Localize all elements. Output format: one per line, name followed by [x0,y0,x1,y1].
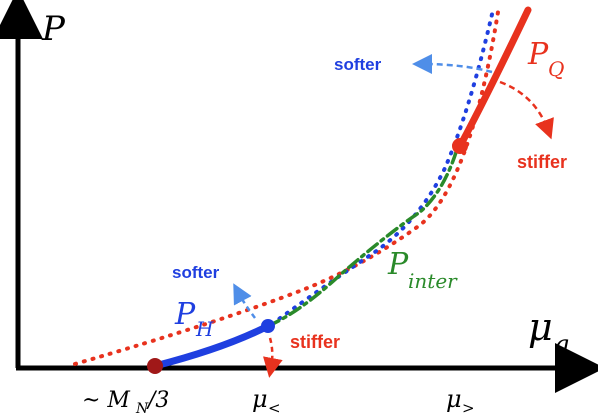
hadronic-label-sub: H [195,317,214,341]
mu-less-sub: < [268,399,281,417]
softer-bottom-label: softer [172,263,220,282]
mu-less-main: μ [252,385,268,413]
mu-greater-sub: > [462,399,475,417]
quark-label-main: P [527,37,549,72]
nucleon-suffix: /3 [146,388,169,413]
x-axis-label-main: μ [528,305,553,349]
softer-bottom-arrow [233,283,256,319]
x-axis-label-sub: q [554,330,569,358]
quark-curve [456,6,532,150]
interpolated-curve [266,144,460,328]
softer-top-arrow [412,54,493,75]
quark-dotted-extension [270,8,495,326]
mu-greater-tick-label: μ > [446,385,475,417]
inter-label-sub: inter [408,269,458,293]
inter-label-main: P [387,247,409,282]
mu-less-point [261,319,275,333]
y-axis-label: P [41,9,66,49]
stiffer-bottom-arrow [263,337,283,378]
stiffer-bottom-label: stiffer [290,332,340,352]
stiffer-top-label: stiffer [517,152,567,172]
mu-greater-main: μ [446,385,462,413]
nucleon-sub: N [135,401,149,417]
nucleon-point [147,358,163,374]
quark-curve-label: P Q [527,37,564,81]
mu-greater-point [452,138,468,154]
hadronic-label-main: P [174,297,196,332]
softer-top-label: softer [334,55,382,74]
interpolated-curve-label: P inter [387,247,458,293]
quark-label-sub: Q [548,57,564,81]
nucleon-tick-label: ~ M N /3 [82,388,169,417]
x-axis-label: μ q [528,305,569,358]
mu-less-tick-label: μ < [252,385,281,417]
nucleon-prefix: ~ M [82,388,130,413]
hadronic-curve-label: P H [174,297,214,341]
hadronic-curve [151,322,272,370]
stiffer-top-arrow [499,80,554,140]
hadronic-dotted-extension [73,10,500,366]
